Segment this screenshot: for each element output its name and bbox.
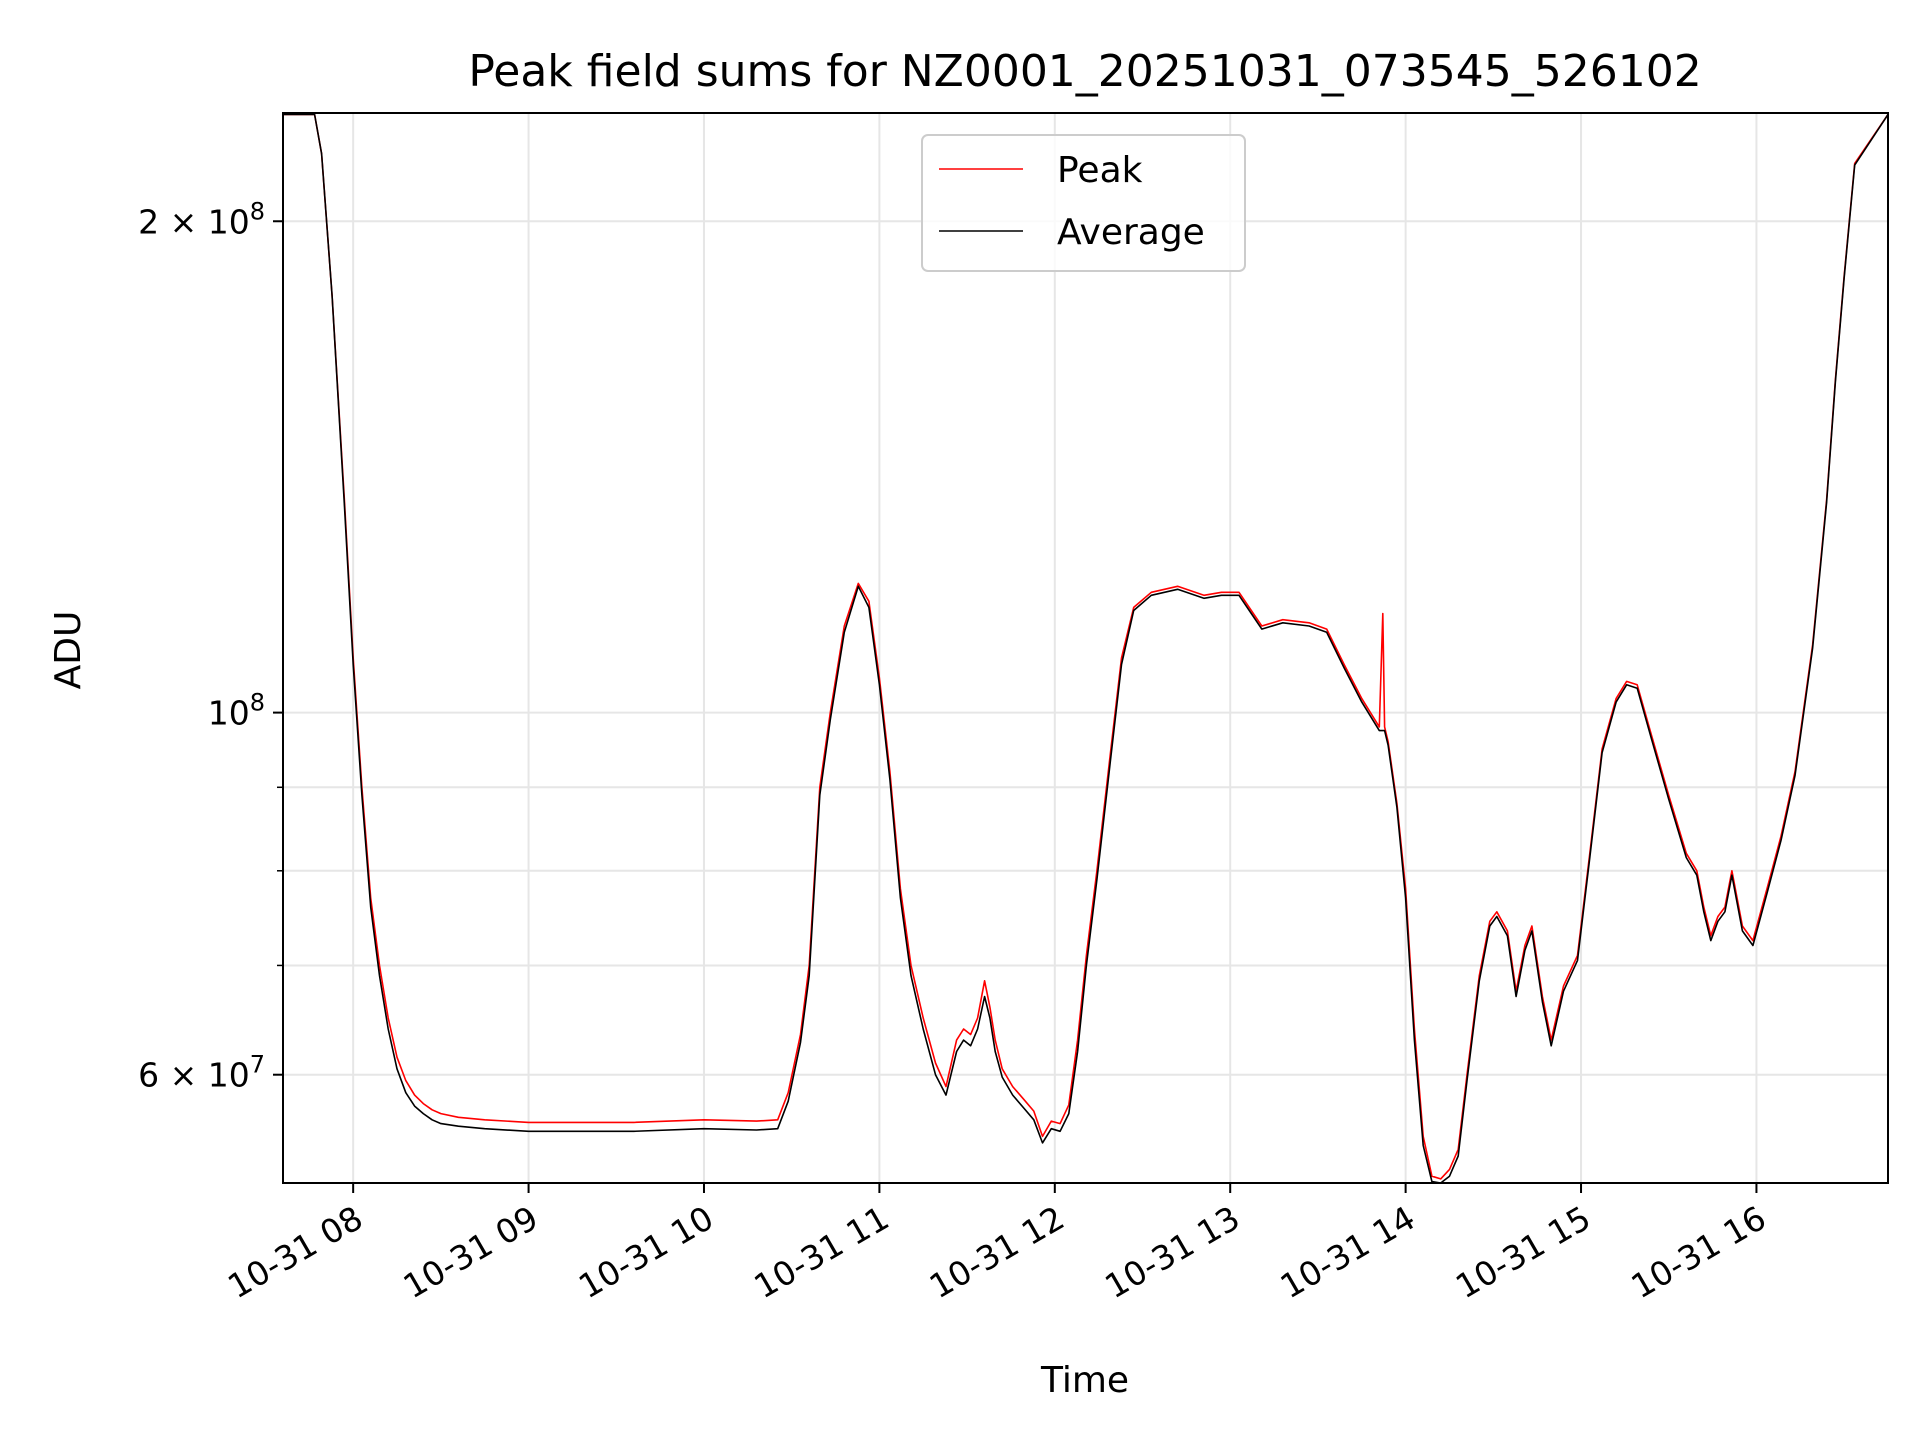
y-axis-label: ADU [48,611,89,690]
chart-title: Peak field sums for NZ0001_20251031_0735… [468,46,1701,97]
y-axis: 6 × 107 108 2 × 108 [138,197,283,1095]
legend-label-average: Average [1057,212,1205,253]
legend-label-peak: Peak [1057,150,1143,191]
legend: Peak Average [921,134,1246,272]
grid-lines [283,113,1888,1183]
x-axis-label: Time [1040,1360,1129,1401]
y-tick-label: 108 [208,689,265,733]
series-layer [283,113,1888,1183]
series-line-peak [283,113,1888,1180]
y-tick-label: 2 × 108 [138,197,265,241]
y-tick-label: 6 × 107 [138,1051,265,1095]
plot-frame [282,112,1889,1184]
series-line-average [283,113,1888,1183]
